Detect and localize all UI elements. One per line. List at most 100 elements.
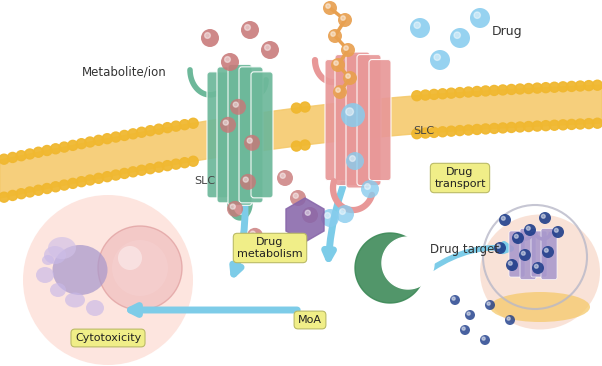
Circle shape (334, 61, 338, 65)
Circle shape (558, 120, 568, 130)
Circle shape (42, 183, 52, 194)
Circle shape (499, 214, 511, 226)
Circle shape (0, 154, 9, 164)
Circle shape (98, 226, 182, 310)
Circle shape (68, 178, 78, 188)
Circle shape (331, 32, 335, 36)
Circle shape (343, 71, 357, 85)
Circle shape (541, 83, 551, 93)
Text: MoA: MoA (298, 315, 322, 325)
FancyBboxPatch shape (357, 55, 381, 186)
Circle shape (277, 170, 293, 186)
FancyBboxPatch shape (251, 72, 273, 198)
Circle shape (430, 50, 450, 70)
Circle shape (220, 117, 236, 133)
FancyBboxPatch shape (217, 67, 241, 203)
Circle shape (261, 41, 279, 59)
Circle shape (171, 159, 181, 169)
Text: Drug
transport: Drug transport (434, 167, 486, 189)
Circle shape (59, 142, 69, 152)
Polygon shape (286, 198, 324, 242)
Circle shape (291, 103, 302, 113)
Circle shape (524, 224, 536, 236)
Text: Metabolite/ion: Metabolite/ion (82, 66, 167, 78)
Circle shape (243, 177, 248, 182)
Circle shape (265, 45, 270, 51)
Ellipse shape (44, 246, 66, 264)
Polygon shape (382, 237, 434, 289)
Circle shape (535, 264, 538, 268)
Circle shape (429, 89, 439, 100)
FancyBboxPatch shape (531, 231, 547, 277)
FancyBboxPatch shape (369, 60, 391, 180)
Circle shape (480, 124, 491, 134)
Circle shape (328, 29, 342, 43)
Circle shape (526, 227, 530, 230)
Circle shape (446, 88, 456, 98)
FancyBboxPatch shape (239, 67, 263, 203)
Circle shape (346, 108, 353, 116)
FancyBboxPatch shape (228, 64, 252, 205)
Circle shape (333, 85, 347, 99)
FancyBboxPatch shape (520, 228, 536, 280)
Circle shape (454, 32, 461, 38)
Ellipse shape (65, 292, 85, 307)
Circle shape (16, 189, 26, 199)
Circle shape (584, 119, 594, 128)
Circle shape (464, 125, 473, 135)
Circle shape (346, 74, 350, 78)
Circle shape (300, 140, 310, 150)
Circle shape (532, 262, 544, 274)
Circle shape (280, 173, 285, 178)
FancyBboxPatch shape (325, 60, 347, 180)
Circle shape (550, 120, 559, 130)
Circle shape (119, 168, 129, 179)
Circle shape (566, 119, 577, 130)
Circle shape (506, 123, 517, 132)
Text: SLC: SLC (413, 126, 434, 136)
Circle shape (550, 82, 559, 92)
Circle shape (163, 123, 172, 132)
Ellipse shape (50, 283, 66, 297)
Circle shape (467, 312, 470, 315)
Circle shape (341, 103, 365, 127)
Circle shape (154, 124, 164, 134)
FancyArrowPatch shape (432, 244, 511, 268)
Circle shape (338, 13, 352, 27)
Circle shape (33, 185, 43, 195)
Circle shape (480, 335, 490, 345)
Circle shape (414, 22, 420, 29)
Circle shape (361, 180, 379, 198)
Circle shape (452, 297, 455, 300)
Circle shape (290, 190, 306, 206)
Circle shape (244, 25, 250, 30)
Ellipse shape (42, 255, 54, 265)
Circle shape (519, 249, 531, 261)
Circle shape (300, 102, 310, 112)
Circle shape (575, 81, 585, 91)
Circle shape (33, 147, 43, 157)
Circle shape (85, 137, 95, 147)
Circle shape (438, 127, 448, 137)
Circle shape (247, 228, 263, 244)
Circle shape (482, 337, 485, 340)
Circle shape (93, 173, 104, 183)
Circle shape (558, 82, 568, 92)
Circle shape (592, 80, 602, 90)
Circle shape (470, 8, 490, 28)
Circle shape (112, 240, 168, 296)
FancyArrowPatch shape (131, 306, 297, 314)
Circle shape (446, 126, 456, 136)
Circle shape (341, 43, 355, 57)
Circle shape (16, 151, 26, 161)
Circle shape (25, 187, 35, 197)
Circle shape (344, 46, 349, 50)
Circle shape (455, 87, 465, 98)
Circle shape (450, 28, 470, 48)
Circle shape (541, 121, 551, 131)
Circle shape (76, 177, 87, 187)
Circle shape (498, 85, 508, 95)
Circle shape (179, 158, 190, 168)
Circle shape (542, 246, 554, 258)
Circle shape (201, 29, 219, 47)
